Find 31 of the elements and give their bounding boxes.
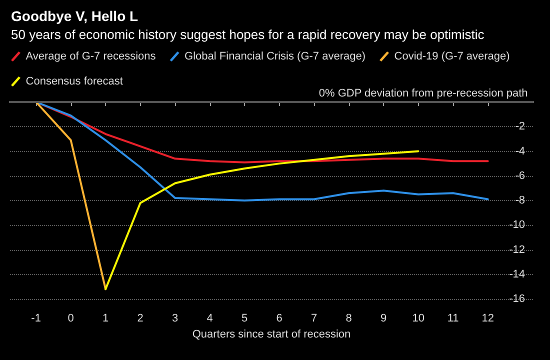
y-tick-label: -14 xyxy=(509,268,525,280)
chart-title: Goodbye V, Hello L xyxy=(11,8,139,24)
x-tick-label: 10 xyxy=(412,312,424,324)
x-tick-label: 2 xyxy=(137,312,144,324)
y-tick-label: -8 xyxy=(515,194,525,206)
x-tick-label: 1 xyxy=(102,312,109,324)
y-tick-label: -10 xyxy=(509,219,525,232)
x-tick-label: 4 xyxy=(206,312,213,324)
x-tick-label: -1 xyxy=(31,312,41,324)
y-tick-label: -4 xyxy=(515,145,525,158)
x-tick-label: 8 xyxy=(346,312,352,324)
y-tick-label: -16 xyxy=(509,293,525,305)
x-tick-label: 0 xyxy=(68,312,74,324)
x-axis-title: Quarters since start of recession xyxy=(192,328,351,340)
legend-label: Consensus forecast xyxy=(26,76,123,88)
y-axis-title: 0% GDP deviation from pre-recession path xyxy=(318,88,528,100)
x-tick-label: 6 xyxy=(276,312,282,324)
x-tick-label: 12 xyxy=(482,312,494,324)
chart-subtitle: 50 years of economic history suggest hopes for a rapid recovery may be optimistic xyxy=(11,27,485,42)
legend-label: Average of G-7 recessions xyxy=(26,50,156,62)
y-tick-label: -12 xyxy=(509,244,525,256)
y-tick-label: -6 xyxy=(515,170,525,182)
x-tick-label: 7 xyxy=(311,312,318,324)
x-tick-label: 3 xyxy=(172,312,178,324)
x-tick-label: 9 xyxy=(380,312,387,324)
line-series xyxy=(104,150,420,290)
x-tick-label: 11 xyxy=(447,312,459,324)
legend-label: Covid-19 (G-7 average) xyxy=(394,50,510,62)
legend-label: Global Financial Crisis (G-7 average) xyxy=(184,50,366,62)
y-tick-label: -2 xyxy=(515,120,525,133)
x-tick-label: 5 xyxy=(242,312,248,324)
